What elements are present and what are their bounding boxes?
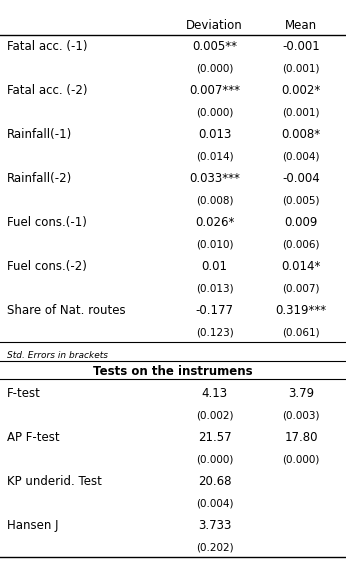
Text: (0.004): (0.004) — [282, 152, 320, 161]
Text: Fuel cons.(-1): Fuel cons.(-1) — [7, 216, 87, 229]
Text: Tests on the instrumens: Tests on the instrumens — [93, 365, 253, 378]
Text: (0.000): (0.000) — [196, 108, 233, 117]
Text: (0.010): (0.010) — [196, 239, 233, 249]
Text: (0.007): (0.007) — [282, 283, 320, 293]
Text: -0.001: -0.001 — [282, 40, 320, 53]
Text: KP underid. Test: KP underid. Test — [7, 475, 102, 488]
Text: Deviation: Deviation — [186, 19, 243, 32]
Text: 0.013: 0.013 — [198, 128, 231, 141]
Text: (0.123): (0.123) — [195, 327, 234, 337]
Text: (0.004): (0.004) — [196, 498, 233, 508]
Text: Fatal acc. (-1): Fatal acc. (-1) — [7, 40, 88, 53]
Text: Hansen J: Hansen J — [7, 519, 58, 532]
Text: Rainfall(-2): Rainfall(-2) — [7, 172, 72, 185]
Text: (0.000): (0.000) — [196, 64, 233, 74]
Text: 17.80: 17.80 — [284, 431, 318, 444]
Text: (0.000): (0.000) — [196, 454, 233, 465]
Text: (0.013): (0.013) — [196, 283, 233, 293]
Text: Fuel cons.(-2): Fuel cons.(-2) — [7, 260, 87, 272]
Text: 0.005**: 0.005** — [192, 40, 237, 53]
Text: 0.01: 0.01 — [201, 260, 228, 272]
Text: (0.002): (0.002) — [196, 410, 233, 421]
Text: AP F-test: AP F-test — [7, 431, 60, 444]
Text: 0.008*: 0.008* — [281, 128, 321, 141]
Text: 21.57: 21.57 — [198, 431, 231, 444]
Text: 3.79: 3.79 — [288, 387, 314, 400]
Text: (0.005): (0.005) — [282, 196, 320, 205]
Text: 0.009: 0.009 — [284, 216, 318, 229]
Text: -0.177: -0.177 — [195, 304, 234, 316]
Text: -0.004: -0.004 — [282, 172, 320, 185]
Text: Fatal acc. (-2): Fatal acc. (-2) — [7, 84, 88, 97]
Text: (0.000): (0.000) — [282, 454, 320, 465]
Text: (0.001): (0.001) — [282, 64, 320, 74]
Text: (0.003): (0.003) — [282, 410, 320, 421]
Text: (0.202): (0.202) — [196, 542, 233, 552]
Text: (0.006): (0.006) — [282, 239, 320, 249]
Text: 20.68: 20.68 — [198, 475, 231, 488]
Text: 4.13: 4.13 — [201, 387, 228, 400]
Text: Rainfall(-1): Rainfall(-1) — [7, 128, 72, 141]
Text: 0.026*: 0.026* — [195, 216, 234, 229]
Text: (0.014): (0.014) — [196, 152, 233, 161]
Text: (0.001): (0.001) — [282, 108, 320, 117]
Text: 0.014*: 0.014* — [281, 260, 321, 272]
Text: Share of Nat. routes: Share of Nat. routes — [7, 304, 126, 316]
Text: (0.008): (0.008) — [196, 196, 233, 205]
Text: 0.033***: 0.033*** — [189, 172, 240, 185]
Text: (0.061): (0.061) — [282, 327, 320, 337]
Text: Std. Errors in brackets: Std. Errors in brackets — [7, 351, 108, 360]
Text: 0.007***: 0.007*** — [189, 84, 240, 97]
Text: Mean: Mean — [285, 19, 317, 32]
Text: F-test: F-test — [7, 387, 41, 400]
Text: 0.319***: 0.319*** — [275, 304, 327, 316]
Text: 3.733: 3.733 — [198, 519, 231, 532]
Text: 0.002*: 0.002* — [281, 84, 321, 97]
